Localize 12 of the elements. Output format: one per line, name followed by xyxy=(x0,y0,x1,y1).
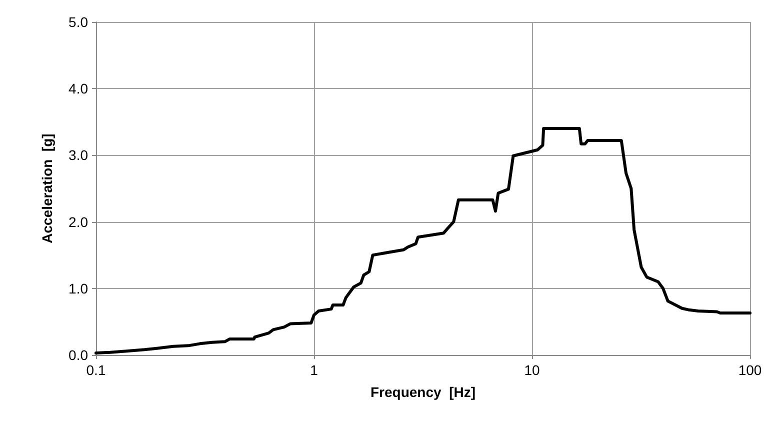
y-tick-label: 5.0 xyxy=(68,14,88,30)
x-tick-label: 0.1 xyxy=(86,362,106,378)
y-tick-label: 1.0 xyxy=(68,280,88,296)
x-tick-label: 1 xyxy=(310,362,318,378)
y-tick-label: 2.0 xyxy=(68,214,88,230)
x-tick-label: 100 xyxy=(738,362,762,378)
y-axis-title: Acceleration [g] xyxy=(39,134,55,244)
x-tick-label: 10 xyxy=(524,362,540,378)
y-tick-label: 4.0 xyxy=(68,80,88,97)
x-axis-title: Frequency [Hz] xyxy=(370,384,476,400)
y-tick-label: 0.0 xyxy=(68,347,88,363)
y-tick-label: 3.0 xyxy=(68,147,88,164)
